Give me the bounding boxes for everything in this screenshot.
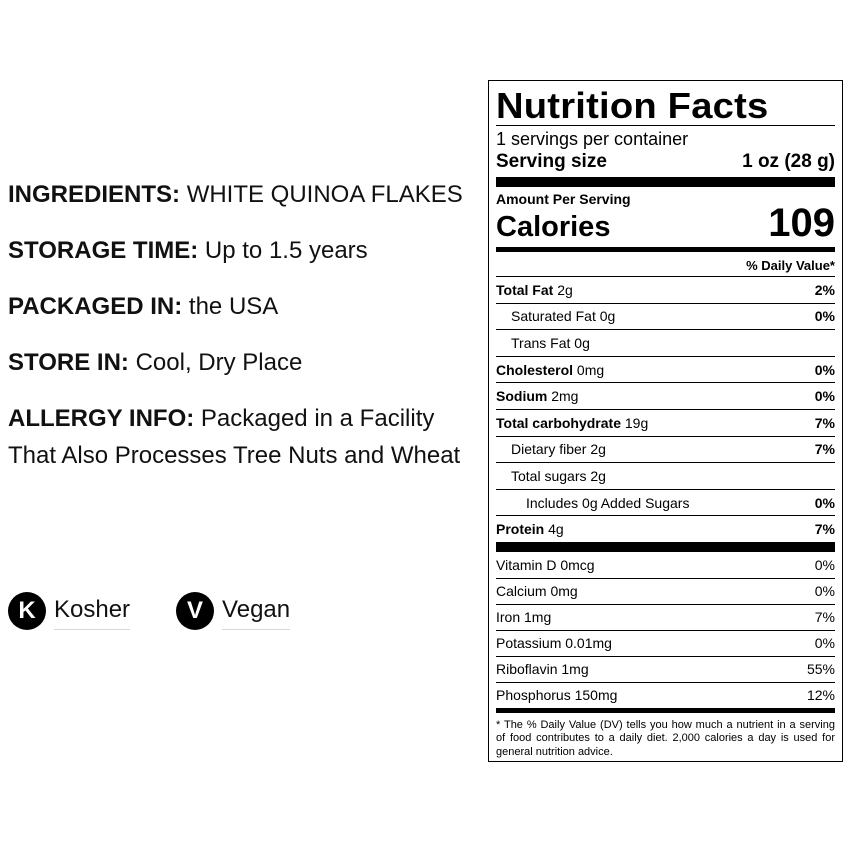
storage-time-row: STORAGE TIME: Up to 1.5 years [8,232,478,269]
nutrient-dv: 7% [814,521,835,538]
nutrient-name: Saturated Fat [511,308,596,325]
nutrient-row-total-carbohydrate: Total carbohydrate 19g 7% [496,408,835,436]
vitamin-name: Iron 1mg [496,609,552,626]
vitamin-row-potassium: Potassium 0.01mg 0% [496,629,835,656]
serving-size-row: Serving size 1 oz (28 g) [496,150,835,174]
vitamin-name: Calcium 0mg [496,583,578,600]
nutrient-name: Sodium [496,388,548,405]
amount-per-serving: Amount Per Serving [496,191,631,207]
allergy-label: ALLERGY INFO: [8,405,195,432]
vegan-label[interactable]: Vegan [222,593,291,630]
nutrient-name: Trans Fat [511,334,571,351]
kosher-badge[interactable]: K Kosher [8,592,131,630]
nutrient-name: Protein [496,521,545,538]
storage-time-value: Up to 1.5 years [204,237,368,264]
servings-per-container: 1 servings per container [496,129,689,149]
divider [496,125,835,126]
medium-divider [496,707,835,713]
nutrient-name: Total sugars [511,467,587,484]
calories-row: Calories 109 [496,203,835,243]
vitamin-dv: 0% [814,635,835,652]
thick-divider [496,541,835,552]
nutrient-row-sodium: Sodium 2mg 0% [496,382,835,409]
nutrient-row-protein: Protein 4g 7% [496,515,835,542]
medium-divider [496,247,835,252]
daily-value-header: % Daily Value* [746,258,835,273]
packaged-in-label: PACKAGED IN: [8,293,183,320]
vitamin-name: Vitamin D 0mcg [496,556,595,573]
ingredients-row: INGREDIENTS: WHITE QUINOA FLAKES [8,176,478,213]
product-info: INGREDIENTS: WHITE QUINOA FLAKES STORAGE… [8,176,478,493]
vitamin-row-riboflavin: Riboflavin 1mg 55% [496,655,835,682]
nutrient-dv: 0% [814,388,835,405]
calories-label: Calories [496,211,611,243]
nutrient-row-dietary-fiber: Dietary fiber 2g 7% [496,435,835,463]
packaged-in-row: PACKAGED IN: the USA [8,288,478,325]
diet-badges: K Kosher V Vegan [8,592,291,630]
kosher-icon: K [8,592,46,630]
ingredients-value: WHITE QUINOA FLAKES [186,181,463,208]
store-in-value: Cool, Dry Place [135,349,303,376]
vegan-badge[interactable]: V Vegan [176,592,291,630]
vegan-icon: V [176,592,215,630]
daily-value-footnote: * The % Daily Value (DV) tells you how m… [496,718,835,758]
vitamin-row-phosphorus: Phosphorus 150mg 12% [496,681,835,708]
calories-value: 109 [768,201,835,245]
packaged-in-value: the USA [188,293,279,320]
vitamin-dv: 55% [806,661,835,678]
nutrient-amount: 2g [557,281,573,298]
nutrient-name: Cholesterol [496,361,574,378]
vitamin-row-iron: Iron 1mg 7% [496,603,835,630]
nutrient-row-added-sugars: Includes 0g Added Sugars 0% [496,488,835,516]
ingredients-label: INGREDIENTS: [8,181,181,208]
nutrient-amount: 2mg [551,388,579,405]
nutrient-amount: 0g [574,334,590,351]
vitamin-name: Potassium 0.01mg [496,635,612,652]
nutrient-row-trans-fat: Trans Fat 0g [496,329,835,356]
vitamin-name: Phosphorus 150mg [496,687,618,704]
nutrient-dv: 0% [814,494,835,511]
thick-divider [496,177,835,187]
nutrient-amount: 2g [590,441,606,458]
nutrient-name: Includes 0g Added Sugars [526,494,690,511]
allergy-row: ALLERGY INFO: Packaged in a Facility Tha… [8,400,478,474]
store-in-row: STORE IN: Cool, Dry Place [8,344,478,381]
serving-size-value: 1 oz (28 g) [742,151,835,172]
nutrient-dv: 0% [814,308,835,325]
kosher-label[interactable]: Kosher [54,593,131,630]
nutrient-row-total-sugars: Total sugars 2g [496,462,835,489]
nutrient-row-cholesterol: Cholesterol 0mg 0% [496,355,835,383]
nutrient-name: Total carbohydrate [496,414,621,431]
store-in-label: STORE IN: [8,349,129,376]
allergy-value: Packaged in a Facility That Also Process… [8,405,461,469]
nutrition-title: Nutrition Facts [496,85,769,126]
nutrient-dv: 7% [814,414,835,431]
nutrient-amount: 19g [624,414,649,431]
nutrient-row-total-fat: Total Fat 2g 2% [496,276,835,303]
nutrient-amount: 2g [590,467,606,484]
storage-time-label: STORAGE TIME: [8,237,199,264]
nutrient-amount: 4g [548,521,564,538]
vitamin-row-vitamin-d: Vitamin D 0mcg 0% [496,552,835,578]
vitamin-row-calcium: Calcium 0mg 0% [496,577,835,604]
vitamin-dv: 12% [806,687,835,704]
nutrient-dv: 0% [814,361,835,378]
nutrition-facts-label: Nutrition Facts 1 servings per container… [488,80,843,762]
nutrient-dv: 7% [814,441,835,458]
nutrient-dv: 2% [814,281,835,298]
vitamin-name: Riboflavin 1mg [496,661,589,678]
serving-size-label: Serving size [496,151,607,172]
vitamin-dv: 0% [814,556,835,573]
nutrient-amount: 0g [599,308,616,325]
nutrient-amount: 0mg [576,361,605,378]
nutrient-name: Dietary fiber [511,441,587,458]
nutrient-row-saturated-fat: Saturated Fat 0g 0% [496,302,835,330]
vitamin-dv: 0% [814,583,835,600]
vitamin-dv: 7% [814,609,835,626]
nutrient-name: Total Fat [496,281,554,298]
